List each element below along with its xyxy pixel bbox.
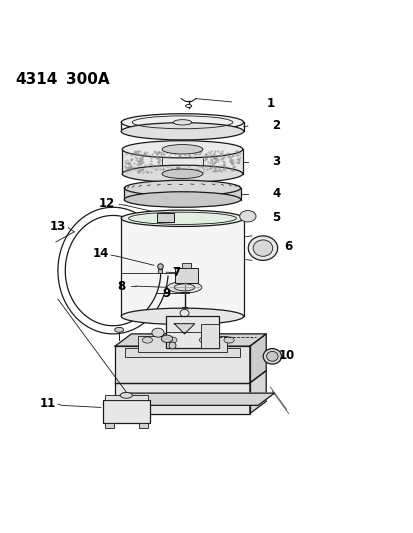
Text: 4314: 4314 — [15, 72, 57, 87]
Polygon shape — [115, 383, 249, 414]
Text: 8: 8 — [117, 280, 125, 293]
Polygon shape — [115, 346, 249, 383]
Text: 7: 7 — [172, 266, 180, 279]
Polygon shape — [174, 324, 194, 334]
Polygon shape — [249, 370, 266, 414]
Ellipse shape — [161, 169, 202, 179]
Bar — [182, 263, 190, 268]
Ellipse shape — [128, 212, 236, 224]
Polygon shape — [249, 334, 266, 383]
Polygon shape — [115, 334, 266, 346]
Ellipse shape — [121, 210, 243, 227]
Bar — [124, 188, 240, 199]
Ellipse shape — [124, 192, 240, 207]
Ellipse shape — [223, 337, 234, 343]
Bar — [138, 423, 147, 427]
Ellipse shape — [152, 328, 164, 337]
Ellipse shape — [239, 211, 255, 222]
Bar — [137, 336, 227, 352]
Polygon shape — [107, 393, 274, 406]
Ellipse shape — [252, 240, 272, 256]
Ellipse shape — [142, 337, 152, 343]
Text: 5: 5 — [272, 211, 280, 224]
Text: 10: 10 — [278, 349, 294, 362]
Ellipse shape — [161, 144, 202, 154]
Ellipse shape — [122, 141, 242, 158]
Bar — [175, 268, 197, 283]
Ellipse shape — [121, 123, 243, 140]
Text: 1: 1 — [266, 98, 274, 110]
Bar — [166, 316, 219, 348]
Ellipse shape — [248, 236, 277, 261]
Ellipse shape — [161, 335, 172, 343]
Text: 12: 12 — [99, 197, 115, 210]
Text: 13: 13 — [50, 220, 66, 233]
Text: 11: 11 — [40, 397, 56, 410]
Text: 14: 14 — [93, 247, 109, 260]
Text: 300A: 300A — [66, 72, 109, 87]
Text: 6: 6 — [284, 240, 292, 253]
Ellipse shape — [121, 308, 243, 325]
Ellipse shape — [120, 392, 132, 398]
Ellipse shape — [166, 337, 176, 343]
Ellipse shape — [124, 180, 240, 196]
Ellipse shape — [185, 104, 191, 108]
Bar — [200, 324, 219, 348]
Ellipse shape — [263, 349, 281, 364]
Text: 4: 4 — [272, 187, 280, 200]
Ellipse shape — [114, 327, 123, 332]
Bar — [157, 213, 174, 222]
Ellipse shape — [266, 351, 278, 361]
Bar — [102, 400, 150, 423]
Bar — [121, 219, 243, 316]
Ellipse shape — [121, 114, 243, 131]
Bar — [122, 149, 242, 174]
Ellipse shape — [199, 337, 209, 343]
Text: 9: 9 — [161, 287, 170, 300]
Ellipse shape — [167, 281, 202, 293]
Bar — [104, 423, 114, 427]
Text: 2: 2 — [272, 119, 280, 133]
Text: 3: 3 — [272, 155, 280, 168]
Bar — [104, 395, 147, 400]
Ellipse shape — [122, 165, 242, 182]
Ellipse shape — [173, 120, 191, 125]
Bar — [125, 348, 239, 357]
